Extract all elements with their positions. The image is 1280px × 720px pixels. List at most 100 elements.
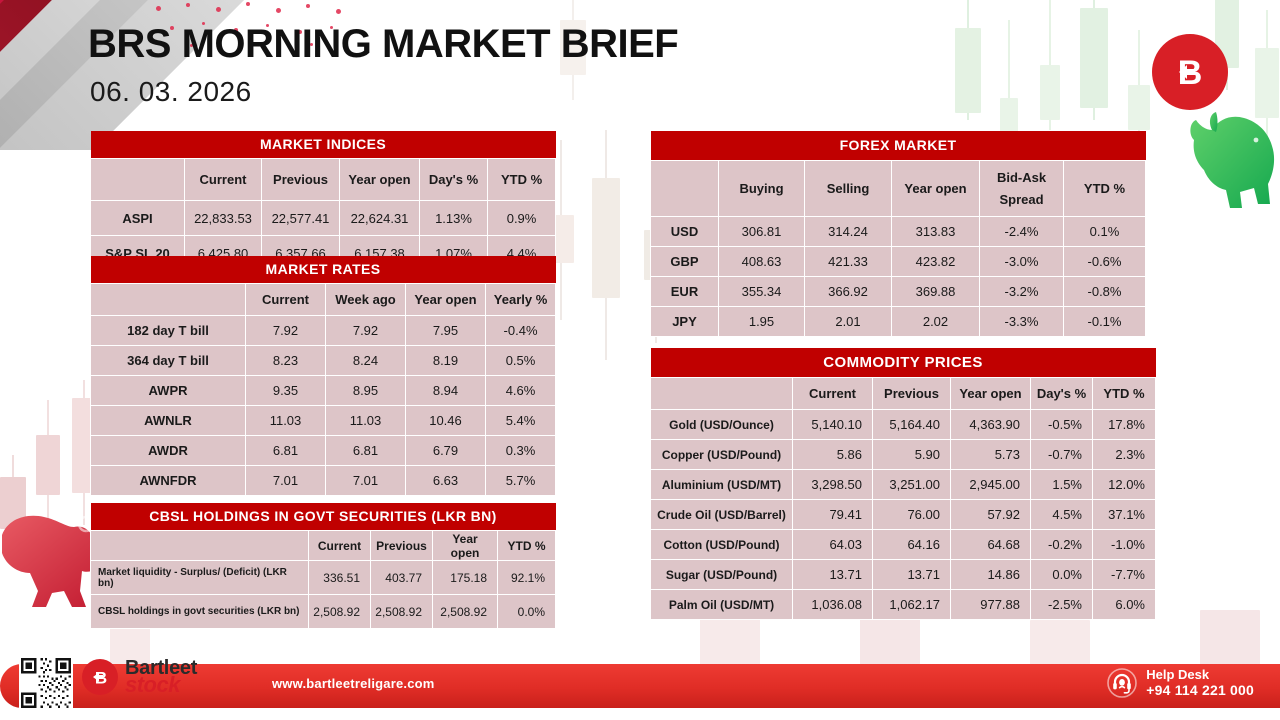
cell-ytd-pct: 17.8% xyxy=(1092,409,1156,440)
cell-year-open: 8.94 xyxy=(405,375,486,406)
cell-current: 3,298.50 xyxy=(792,469,873,500)
cell-year-open: 6.79 xyxy=(405,435,486,466)
brand-name-line2: stock xyxy=(125,672,180,697)
cell-year-open: 8.19 xyxy=(405,345,486,376)
cell-year-open: 2.02 xyxy=(891,306,980,337)
qr-code-icon[interactable] xyxy=(19,656,73,710)
row-label: Aluminium (USD/MT) xyxy=(650,469,793,500)
cell-year-open: 7.95 xyxy=(405,315,486,346)
cell-week-ago: 6.81 xyxy=(325,435,406,466)
col-days-pct: Day's % xyxy=(1030,377,1093,410)
help-desk-number[interactable]: +94 114 221 000 xyxy=(1146,681,1254,698)
col-current: Current xyxy=(308,530,371,561)
col-bid-ask-spread: Bid-Ask Spread xyxy=(979,160,1064,217)
cell-selling: 314.24 xyxy=(804,216,892,247)
help-desk-block: Help Desk +94 114 221 000 xyxy=(1107,667,1254,698)
cell-yearly-pct: 4.6% xyxy=(484,375,557,406)
cell-year-open: 313.83 xyxy=(891,216,980,247)
col-current: Current xyxy=(184,158,262,201)
col-ytd-pct: YTD % xyxy=(497,530,556,561)
cell-previous: 1,062.17 xyxy=(872,589,951,620)
row-label: Sugar (USD/Pound) xyxy=(650,559,793,590)
cell-yearly-pct: -0.4% xyxy=(484,315,557,346)
forex-market-caption: FOREX MARKET xyxy=(650,131,1146,160)
table-row: Palm Oil (USD/MT) 1,036.08 1,062.17 977.… xyxy=(650,589,1156,620)
cell-current: 7.01 xyxy=(245,465,326,496)
row-label: GBP xyxy=(650,246,719,277)
headset-icon xyxy=(1107,668,1138,698)
cell-ytd-pct: 12.0% xyxy=(1092,469,1156,500)
cell-selling: 366.92 xyxy=(804,276,892,307)
cell-previous: 2,508.92 xyxy=(370,594,433,629)
cell-days-pct: 4.5% xyxy=(1030,499,1093,530)
row-label: 364 day T bill xyxy=(90,345,246,376)
cell-ytd-pct: 0.1% xyxy=(1063,216,1146,247)
cell-year-open: 977.88 xyxy=(950,589,1031,620)
cell-week-ago: 8.95 xyxy=(325,375,406,406)
cell-previous: 13.71 xyxy=(872,559,951,590)
cell-ytd-pct: -0.1% xyxy=(1063,306,1146,337)
help-desk-title: Help Desk xyxy=(1146,667,1210,682)
cell-ytd-pct: 92.1% xyxy=(497,560,556,595)
row-label: AWPR xyxy=(90,375,246,406)
website-url[interactable]: www.bartleetreligare.com xyxy=(272,676,435,691)
cell-bid-ask-spread: -3.0% xyxy=(979,246,1064,277)
svg-text:B: B xyxy=(1178,54,1203,92)
bid-ask-line2: Spread xyxy=(999,192,1044,207)
bartleet-b-circle-logo-icon: B xyxy=(1152,34,1228,110)
table-row: CBSL holdings in govt securities (LKR bn… xyxy=(90,594,556,629)
cell-current: 2,508.92 xyxy=(308,594,371,629)
cell-ytd-pct: 6.0% xyxy=(1092,589,1156,620)
table-row: GBP 408.63 421.33 423.82 -3.0% -0.6% xyxy=(650,246,1146,277)
cell-current: 6.81 xyxy=(245,435,326,466)
cell-year-open: 6.63 xyxy=(405,465,486,496)
bartleet-stock-logo: B Bartleet stock xyxy=(82,658,197,696)
cell-bid-ask-spread: -3.3% xyxy=(979,306,1064,337)
cell-ytd-pct: 2.3% xyxy=(1092,439,1156,470)
cell-previous: 64.16 xyxy=(872,529,951,560)
col-blank xyxy=(90,158,185,201)
cell-year-open: 57.92 xyxy=(950,499,1031,530)
table-header-row: Current Previous Year open YTD % xyxy=(90,530,556,561)
col-blank xyxy=(650,377,793,410)
cell-current: 64.03 xyxy=(792,529,873,560)
cell-current: 336.51 xyxy=(308,560,371,595)
cell-days-pct: -0.7% xyxy=(1030,439,1093,470)
row-label: ASPI xyxy=(90,200,185,236)
cbsl-holdings-caption: CBSL HOLDINGS IN GOVT SECURITIES (LKR BN… xyxy=(90,503,556,530)
table-row: AWNLR 11.03 11.03 10.46 5.4% xyxy=(90,405,557,436)
col-year-open: Year open xyxy=(405,283,486,316)
cell-previous: 22,577.41 xyxy=(261,200,340,236)
col-previous: Previous xyxy=(370,530,433,561)
cell-current: 79.41 xyxy=(792,499,873,530)
commodity-prices-caption: COMMODITY PRICES xyxy=(650,348,1156,377)
cell-year-open: 10.46 xyxy=(405,405,486,436)
cell-selling: 2.01 xyxy=(804,306,892,337)
table-row: Sugar (USD/Pound) 13.71 13.71 14.86 0.0%… xyxy=(650,559,1156,590)
col-blank xyxy=(90,530,309,561)
row-label: Market liquidity - Surplus/ (Deficit) (L… xyxy=(90,560,309,595)
col-blank xyxy=(650,160,719,217)
row-label: Cotton (USD/Pound) xyxy=(650,529,793,560)
table-row: JPY 1.95 2.01 2.02 -3.3% -0.1% xyxy=(650,306,1146,337)
table-row: EUR 355.34 366.92 369.88 -3.2% -0.8% xyxy=(650,276,1146,307)
svg-text:B: B xyxy=(95,669,107,688)
cell-days-pct: 1.5% xyxy=(1030,469,1093,500)
col-blank xyxy=(90,283,246,316)
cell-yearly-pct: 5.4% xyxy=(484,405,557,436)
cell-year-open: 2,945.00 xyxy=(950,469,1031,500)
cell-previous: 5.90 xyxy=(872,439,951,470)
col-year-open: Year open xyxy=(432,530,498,561)
table-row: ASPI 22,833.53 22,577.41 22,624.31 1.13%… xyxy=(90,200,557,236)
cell-buying: 355.34 xyxy=(718,276,805,307)
col-days-pct: Day's % xyxy=(419,158,488,201)
cell-year-open: 64.68 xyxy=(950,529,1031,560)
table-row: USD 306.81 314.24 313.83 -2.4% 0.1% xyxy=(650,216,1146,247)
cell-previous: 403.77 xyxy=(370,560,433,595)
cell-days-pct: -0.5% xyxy=(1030,409,1093,440)
col-yearly-pct: Yearly % xyxy=(484,283,557,316)
table-header-row: Current Previous Year open Day's % YTD % xyxy=(90,158,557,201)
cell-selling: 421.33 xyxy=(804,246,892,277)
table-row: Gold (USD/Ounce) 5,140.10 5,164.40 4,363… xyxy=(650,409,1156,440)
